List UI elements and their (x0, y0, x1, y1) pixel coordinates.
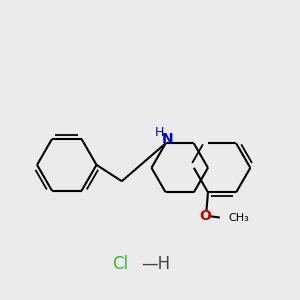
Text: —H: —H (141, 255, 170, 273)
Text: H: H (154, 126, 164, 139)
Text: Cl: Cl (112, 255, 128, 273)
Text: N: N (161, 132, 173, 146)
Text: CH₃: CH₃ (229, 213, 250, 223)
Text: O: O (199, 209, 211, 223)
